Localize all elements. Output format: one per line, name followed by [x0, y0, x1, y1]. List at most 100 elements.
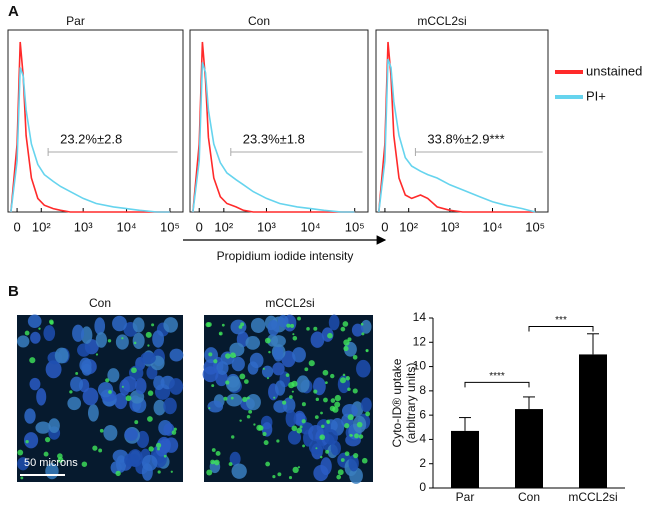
bar — [515, 409, 543, 488]
panel-label: A — [8, 3, 19, 20]
vesicle — [211, 384, 215, 388]
nucleus — [230, 319, 247, 335]
vesicle — [43, 451, 49, 457]
nucleus — [30, 331, 41, 344]
x-tick-label: 10² — [214, 219, 233, 234]
nucleus — [112, 315, 127, 332]
vesicle — [361, 457, 368, 464]
nucleus — [343, 341, 357, 357]
chart-title: mCCL2si — [417, 14, 466, 28]
vesicle — [277, 472, 282, 477]
vesicle — [246, 415, 251, 419]
vesicle — [171, 430, 177, 435]
nucleus — [274, 380, 286, 396]
vesicle — [315, 447, 318, 450]
nucleus — [320, 457, 332, 476]
vesicle — [206, 322, 212, 328]
nucleus — [36, 388, 47, 406]
nucleus — [54, 347, 69, 364]
nucleus — [97, 381, 114, 398]
vesicle — [208, 407, 211, 410]
vesicle — [334, 394, 341, 402]
vesicle — [326, 419, 330, 424]
vesicle — [301, 419, 306, 424]
vesicle — [95, 353, 99, 356]
vesicle — [105, 378, 110, 383]
vesicle — [145, 331, 152, 338]
nucleus — [351, 323, 364, 337]
vesicle — [343, 345, 349, 352]
vesicle — [147, 416, 153, 422]
nucleus — [202, 366, 219, 383]
vesicle — [264, 337, 271, 344]
vesicle — [351, 434, 354, 437]
vesicle — [347, 414, 354, 421]
panel-label: B — [8, 283, 19, 300]
vesicle — [151, 323, 155, 327]
vesicle — [340, 326, 346, 332]
vesicle — [336, 474, 342, 480]
scale-bar-label: 50 microns — [24, 457, 78, 469]
vesicle — [314, 415, 319, 420]
vesicle — [286, 323, 291, 328]
vesicle — [337, 469, 344, 476]
nucleus — [27, 314, 42, 328]
vesicle — [340, 458, 345, 462]
vesicle — [344, 451, 350, 457]
vesicle — [320, 411, 323, 415]
vesicle — [289, 395, 293, 399]
vesicle — [170, 470, 173, 473]
vesicle — [147, 344, 150, 347]
nucleus — [67, 396, 82, 411]
y-tick-label: 2 — [419, 456, 426, 470]
vesicle — [156, 442, 162, 448]
vesicle — [225, 353, 231, 359]
vesicle — [299, 425, 303, 429]
vesicle — [121, 385, 124, 388]
nucleus — [82, 387, 99, 406]
nucleus — [292, 347, 306, 363]
vesicle — [262, 367, 265, 370]
x-tick-label: Par — [456, 490, 475, 504]
nucleus — [328, 314, 340, 331]
vesicle — [272, 475, 276, 479]
vesicle — [121, 337, 124, 340]
x-tick-label: 10² — [399, 219, 418, 234]
nucleus — [81, 363, 92, 376]
y-axis-label: Cyto-ID® uptake — [390, 358, 404, 447]
vesicle — [365, 411, 371, 417]
vesicle — [29, 357, 36, 364]
nucleus — [35, 421, 51, 434]
vesicle — [325, 449, 329, 454]
nucleus — [124, 428, 138, 442]
vesicle — [344, 423, 350, 429]
vesicle — [347, 387, 351, 391]
vesicle — [75, 372, 79, 375]
nucleus — [360, 319, 372, 334]
nucleus — [229, 451, 241, 466]
x-tick-label: Con — [518, 490, 540, 504]
x-tick-label: 10⁴ — [482, 219, 502, 234]
nucleus — [48, 418, 60, 433]
histogram-line — [378, 41, 536, 213]
vesicle — [313, 389, 318, 394]
vesicle — [304, 367, 309, 372]
nucleus — [103, 424, 118, 441]
vesicle — [38, 327, 41, 330]
vesicle — [157, 447, 160, 451]
legend-label: unstained — [586, 63, 642, 78]
nucleus — [341, 404, 358, 418]
y-tick-label: 8 — [419, 383, 426, 397]
y-tick-label: 4 — [419, 432, 426, 446]
vesicle — [268, 350, 271, 354]
vesicle — [301, 402, 306, 407]
histogram-line — [378, 58, 536, 213]
vesicle — [206, 469, 213, 476]
significance-bracket — [528, 326, 594, 332]
nucleus — [45, 360, 62, 379]
vesicle — [20, 476, 24, 480]
vesicle — [238, 325, 243, 329]
annotation: 23.3%±1.8 — [243, 131, 305, 146]
y-tick-label: 0 — [419, 480, 426, 494]
